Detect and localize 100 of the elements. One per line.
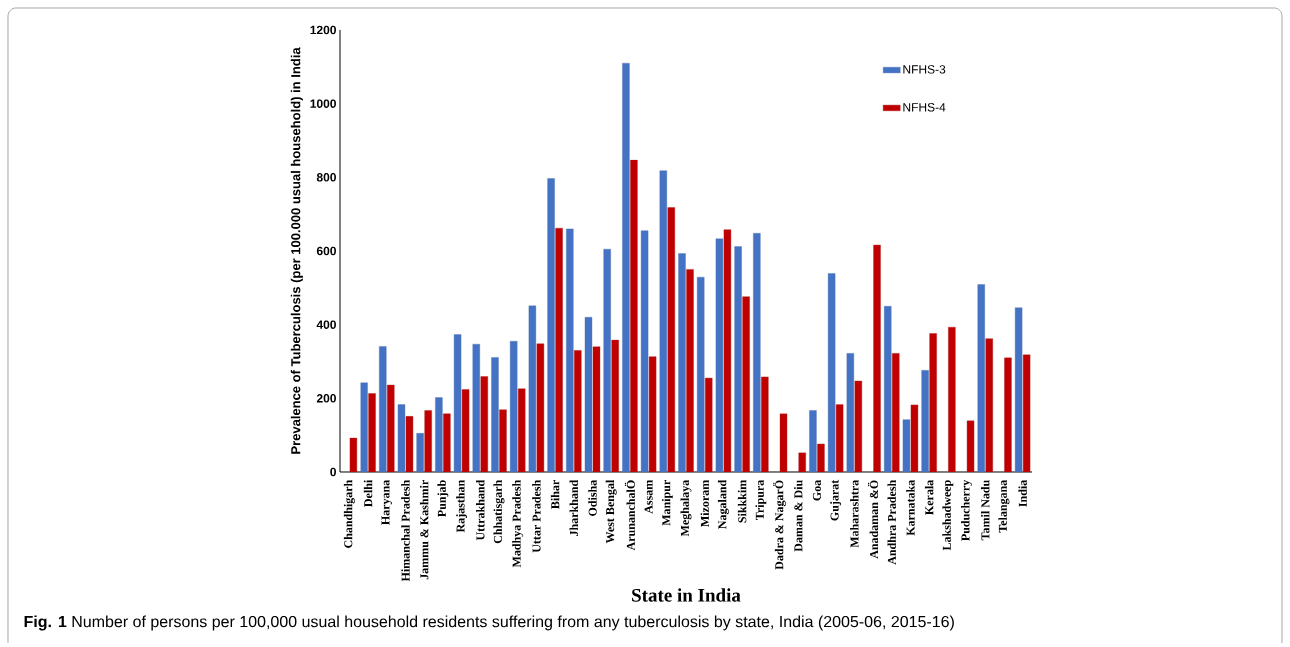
- x-tick-label: Rajasthan: [456, 479, 468, 533]
- bar: [611, 339, 619, 472]
- x-tick-label: Dadra & NagarÖ: [773, 480, 786, 570]
- bar: [817, 443, 825, 472]
- bar: [734, 246, 742, 472]
- x-tick-label: Tripura: [755, 479, 767, 521]
- x-tick-label: Bihar: [550, 480, 560, 509]
- y-tick-label: 0: [330, 467, 336, 477]
- bar: [753, 233, 761, 472]
- x-tick-label: Meghalaya: [680, 479, 692, 537]
- bar: [697, 276, 705, 472]
- bar: [892, 353, 900, 472]
- bar: [723, 229, 732, 472]
- bar: [1014, 307, 1023, 472]
- x-tick-label: Anadaman &Ö: [867, 480, 879, 559]
- bar: [1004, 357, 1012, 472]
- bar: [902, 419, 911, 472]
- bar: [480, 376, 488, 472]
- x-tick-label: Daman & Diu: [793, 480, 803, 552]
- bar: [574, 350, 582, 472]
- x-tick-label: Manipur: [661, 480, 673, 526]
- x-tick-label: India: [1018, 479, 1027, 507]
- x-tick-label: Jammu & Kashmir: [419, 480, 429, 580]
- x-tick-label: Puducherry: [961, 479, 972, 541]
- x-tick-label: Odisha: [588, 479, 597, 516]
- bar: [884, 306, 892, 472]
- bar: [686, 269, 694, 472]
- bar: [416, 433, 424, 472]
- x-tick-label: Telangana: [998, 479, 1010, 533]
- bar: [630, 159, 638, 472]
- x-tick-label: Assam: [644, 480, 653, 514]
- x-tick-label: Himanchal Pradesh: [401, 479, 410, 582]
- bar: [517, 388, 526, 472]
- bar: [678, 253, 686, 472]
- bar: [360, 382, 368, 472]
- x-tick-label: Maharashtra: [850, 479, 859, 548]
- bar: [461, 389, 470, 472]
- y-tick-label: 800: [316, 173, 336, 182]
- bar: [397, 404, 406, 472]
- y-tick-label: 400: [316, 320, 336, 329]
- bar: [528, 305, 537, 472]
- bar: [854, 380, 863, 472]
- y-tick-label: 1000: [310, 99, 336, 108]
- legend-label: NFHS-4: [903, 103, 946, 112]
- bar: [835, 404, 844, 472]
- y-tick-label: 600: [316, 246, 336, 256]
- bar: [453, 334, 462, 472]
- x-tick-label: Tamil Nadu: [981, 480, 990, 541]
- x-axis-title: State in India: [632, 588, 741, 602]
- x-tick-label: Kerala: [924, 479, 934, 515]
- bar: [667, 207, 676, 472]
- bar: [921, 370, 929, 472]
- x-tick-label: Chandhigarh: [343, 479, 355, 548]
- bar: [536, 343, 545, 472]
- bar: [379, 346, 387, 472]
- bar: [846, 353, 855, 472]
- x-tick-label: Haryana: [381, 479, 392, 525]
- bar: [368, 393, 376, 472]
- bar: [910, 404, 919, 472]
- x-tick-label: Sikkkim: [737, 480, 747, 523]
- bar: [977, 284, 985, 472]
- bar: [603, 248, 611, 472]
- bar: [761, 376, 769, 472]
- legend-label: NFHS-3: [903, 65, 946, 74]
- bar: [622, 62, 630, 472]
- bar: [659, 170, 668, 472]
- bar: [798, 452, 806, 472]
- x-tick-label: Uttrakhand: [476, 479, 485, 541]
- bar: [827, 273, 836, 472]
- text: Fig. 1 Number of persons per 100,000 usual household residents suffering from any tuberculosis by state, India (2005-06, 2015-16): [24, 615, 954, 631]
- bar: [648, 356, 657, 472]
- bar: [1022, 354, 1031, 472]
- bar: [435, 397, 443, 472]
- x-tick-label: Madhya Pradesh: [512, 479, 524, 568]
- bar: [779, 413, 788, 472]
- y-tick-label: 1200: [310, 25, 336, 35]
- bar: [387, 384, 395, 472]
- bar: [705, 377, 713, 472]
- bar: [499, 409, 507, 472]
- x-tick-label: Goa: [812, 479, 821, 501]
- bar: [584, 317, 593, 472]
- y-tick-label: 200: [316, 394, 336, 403]
- bar: [985, 338, 993, 472]
- x-tick-label: Mizoram: [700, 479, 709, 527]
- bar: [472, 343, 480, 472]
- bar: [443, 413, 451, 472]
- x-tick-label: Andhra Pradesh: [887, 479, 896, 565]
- x-tick-label: West Bengal: [605, 480, 617, 544]
- bar: [424, 410, 432, 472]
- y-axis-title: Prevalence of Tuberculosis (per 100.000 usual household) in India: [290, 47, 303, 454]
- bar: [948, 327, 956, 472]
- bar: [929, 333, 937, 472]
- bar: [555, 227, 563, 472]
- bar: [966, 420, 975, 472]
- bar: [715, 238, 724, 472]
- bar: [742, 296, 750, 472]
- bar: [349, 437, 358, 472]
- x-tick-label: ArunanchalÖ: [624, 480, 635, 551]
- bar: [509, 341, 518, 472]
- bar: [566, 228, 574, 472]
